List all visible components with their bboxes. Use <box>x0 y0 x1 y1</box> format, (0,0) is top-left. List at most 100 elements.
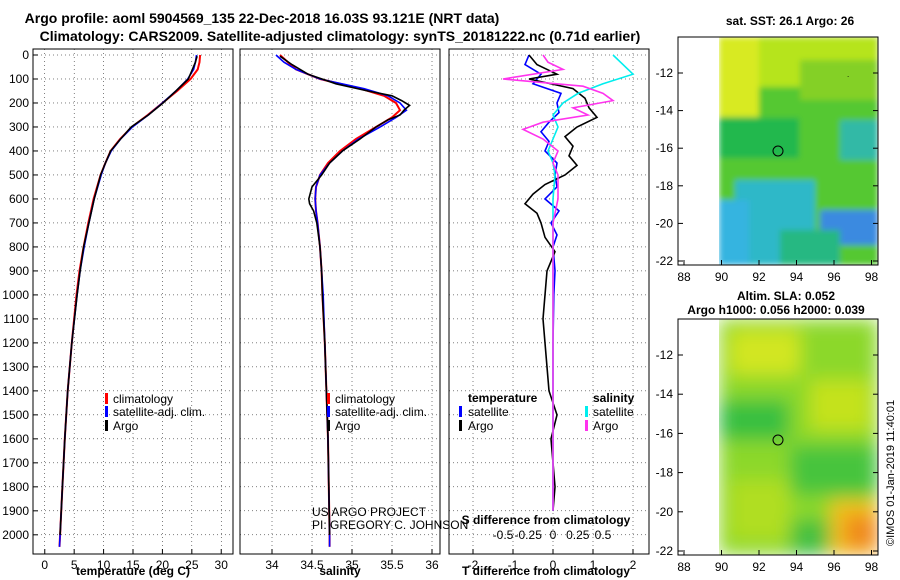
map-y-label: -16 <box>656 426 674 440</box>
project-credit: US ARGO PROJECT <box>312 505 427 519</box>
depth-axis: 0 100 200 300 400 500 600 700 800 900 1000 1100 1200… <box>2 48 38 542</box>
x-tick-label: 0 <box>41 558 48 572</box>
sst-map-title: sat. SST: 26.1 Argo: 26 <box>726 14 855 28</box>
series-t-argo <box>523 54 599 511</box>
legend-argo: Argo <box>335 419 361 433</box>
difference-xlabel-salinity: S difference from climatology <box>462 513 631 527</box>
difference-xlabel: T difference from climatology <box>462 564 630 578</box>
x-tick-label: 1 <box>590 558 597 572</box>
sst-field <box>719 37 878 265</box>
legend-mark-argo <box>105 420 108 431</box>
x-axes: 0 5 10 15 20 25 30 34 34.5 35 35.5 36 -2 -1 0 1 2 -0.5 -0.… <box>41 528 636 572</box>
difference-salinity-legend: salinity satellite Argo <box>585 391 635 433</box>
legend-mark-argo <box>327 420 330 431</box>
series-argo <box>59 55 198 535</box>
salinity-legend: climatology satellite-adj. clim. Argo <box>327 392 427 433</box>
x-tick-label: 15 <box>126 558 140 572</box>
series-climatology <box>279 54 402 547</box>
salinity-plot-frame <box>239 48 441 555</box>
difference-plot-frame <box>448 48 650 555</box>
map-y-label: -12 <box>656 66 674 80</box>
legend-mark-climatology <box>105 393 108 404</box>
map-y-label: -20 <box>656 505 674 519</box>
depth-tick-label: 1100 <box>3 312 29 326</box>
series-lines <box>58 54 635 547</box>
map-x-label: 98 <box>865 270 879 284</box>
title-line-1: Argo profile: aoml 5904569_135 22-Dec-20… <box>25 10 500 26</box>
x-tick-label: 30 <box>215 558 229 572</box>
map-x-label: 96 <box>827 270 841 284</box>
legend-title-salinity: salinity <box>593 391 635 405</box>
depth-tick-label: 700 <box>9 216 29 230</box>
depth-tick-label: 1200 <box>2 336 29 350</box>
difference-temperature-legend: temperature satellite Argo <box>459 391 538 433</box>
legend-s-argo: Argo <box>593 419 619 433</box>
depth-tick-label: 400 <box>9 144 29 158</box>
series-s-satellite <box>547 54 635 511</box>
map-y-label: -18 <box>656 179 674 193</box>
legend-t-satellite: satellite <box>468 405 509 419</box>
map-x-label: 96 <box>827 560 841 574</box>
s-diff-tick-label: 0.25 <box>566 528 590 542</box>
depth-tick-label: 800 <box>9 240 29 254</box>
depth-tick-label: 900 <box>9 264 29 278</box>
sla-title-1: Altim. SLA: 0.052 <box>737 289 835 303</box>
x-tick-label: -1 <box>508 558 519 572</box>
series-satellite-adj-clim- <box>58 54 198 547</box>
title-line-2: Climatology: CARS2009. Satellite-adjuste… <box>40 28 641 44</box>
mark-dot: . <box>847 70 849 79</box>
map-y-label: -14 <box>656 104 674 118</box>
x-tick-label: 35.5 <box>380 558 404 572</box>
x-tick-label: 2 <box>630 558 637 572</box>
legend-mark-satellite <box>327 406 330 417</box>
x-tick-label: 5 <box>71 558 78 572</box>
series-s-argo <box>502 54 615 511</box>
depth-tick-label: 100 <box>9 72 29 86</box>
depth-tick-label: 1700 <box>2 456 29 470</box>
s-diff-tick-label: -0.5 <box>493 528 514 542</box>
legend-argo: Argo <box>113 419 139 433</box>
temperature-xlabel: temperature (deg C) <box>76 564 190 578</box>
map-x-label: 88 <box>677 560 691 574</box>
map-x-label: 94 <box>790 270 804 284</box>
legend-satellite: satellite-adj. clim. <box>335 405 427 419</box>
depth-tick-label: 2000 <box>2 528 29 542</box>
map-y-label: -14 <box>656 387 674 401</box>
argo-position-marker <box>772 145 784 157</box>
x-tick-label: 20 <box>156 558 170 572</box>
depth-tick-label: 500 <box>9 168 29 182</box>
depth-tick-label: 1900 <box>2 504 29 518</box>
x-tick-label: 34.5 <box>300 558 324 572</box>
x-tick-label: 36 <box>425 558 439 572</box>
sst-map: sat. SST: 26.1 Argo: 26 . -12 -14 -16 -18 -2… <box>656 14 879 284</box>
salinity-xlabel: salinity <box>319 564 361 578</box>
legend-mark-s-satellite <box>585 406 588 417</box>
map-x-label: 88 <box>677 270 691 284</box>
depth-tick-label: 300 <box>9 120 29 134</box>
depth-tick-label: 200 <box>9 96 29 110</box>
map-x-label: 90 <box>715 270 729 284</box>
legend-mark-t-satellite <box>459 406 462 417</box>
map-x-label: 90 <box>715 560 729 574</box>
legend-mark-satellite <box>105 406 108 417</box>
map-x-label: 92 <box>752 560 766 574</box>
temperature-legend: climatology satellite-adj. clim. Argo <box>105 392 205 433</box>
map-x-label: 98 <box>865 560 879 574</box>
depth-tick-label: 1300 <box>2 360 29 374</box>
s-diff-tick-label: 0.5 <box>595 528 612 542</box>
depth-tick-label: 0 <box>22 48 29 62</box>
depth-tick-label: 1400 <box>2 384 29 398</box>
series-t-satellite <box>523 54 563 511</box>
sla-map: Altim. SLA: 0.052 Argo h1000: 0.056 h200… <box>656 289 879 574</box>
argo-position-marker <box>772 434 784 446</box>
map-y-label: -20 <box>656 216 674 230</box>
map-y-label: -18 <box>656 466 674 480</box>
legend-title-temperature: temperature <box>468 391 538 405</box>
sla-title-2: Argo h1000: 0.056 h2000: 0.039 <box>687 303 865 317</box>
series-satellite-adj-clim- <box>275 54 408 547</box>
legend-mark-t-argo <box>459 420 462 431</box>
legend-satellite: satellite-adj. clim. <box>113 405 205 419</box>
